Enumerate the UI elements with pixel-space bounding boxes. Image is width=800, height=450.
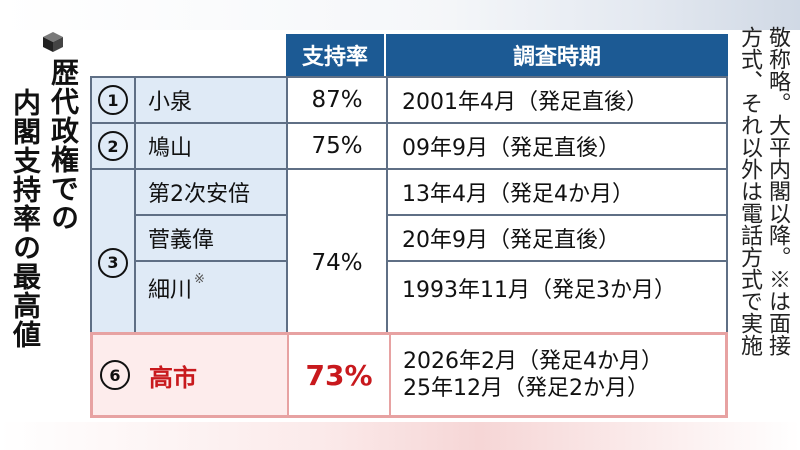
circled-number-6: 6: [100, 360, 130, 390]
header-rate: 支持率: [286, 34, 384, 76]
row-period-3a: 13年4月（発足4か月）: [388, 170, 726, 216]
side-title: 歴代政権での 内閣支持率の最高値: [4, 30, 90, 390]
row-rate-2: 75%: [288, 124, 388, 170]
note-line-2: 方式、それ以外は電話方式で実施: [737, 26, 762, 356]
bottom-background-band: [0, 422, 800, 450]
top-background-band: [0, 0, 800, 30]
highlight-period-1: 2026年2月（発足4か月）: [403, 348, 663, 374]
circled-number-2: 2: [98, 131, 128, 161]
footnote: 敬称略。大平内閣以降。※は面接 方式、それ以外は電話方式で実施: [730, 26, 800, 426]
row-name-2: 鳩山: [136, 124, 288, 170]
note-line-1: 敬称略。大平内閣以降。※は面接: [765, 26, 790, 356]
row-period-3b: 20年9月（発足直後）: [388, 216, 726, 262]
title-line-2: 内閣支持率の最高値: [9, 88, 42, 349]
row-period-1: 2001年4月（発足直後）: [388, 78, 726, 124]
highlight-rate: 73%: [289, 335, 391, 415]
table-body: 1 小泉 87% 2001年4月（発足直後） 2 鳩山 75% 09年9月（発足…: [90, 76, 728, 357]
highlight-row: 6 高市 73% 2026年2月（発足4か月） 25年12月（発足2か月）: [90, 332, 728, 418]
cube-icon: [43, 32, 63, 52]
row-period-2: 09年9月（発足直後）: [388, 124, 726, 170]
highlight-period: 2026年2月（発足4か月） 25年12月（発足2か月）: [389, 335, 725, 415]
highlight-num: 6: [93, 335, 139, 415]
highlight-name: 高市: [137, 335, 289, 415]
row-num-2: 2: [92, 124, 136, 170]
circled-number-3: 3: [98, 247, 128, 278]
row-name-3b: 菅義偉: [136, 216, 288, 262]
table-header: 支持率 調査時期: [286, 34, 728, 76]
row-name-1: 小泉: [136, 78, 288, 124]
row-rate-1: 87%: [288, 78, 388, 124]
row-name-3c-text: 細川: [148, 278, 193, 303]
row-num-1: 1: [92, 78, 136, 124]
title-line-1: 歴代政権での: [47, 58, 80, 232]
circled-number-1: 1: [98, 85, 128, 115]
footnote-mark: ※: [194, 272, 205, 287]
highlight-period-2: 25年12月（発足2か月）: [403, 376, 649, 401]
row-name-3a: 第2次安倍: [136, 170, 288, 216]
header-period: 調査時期: [386, 34, 728, 76]
row-period-3c: 1993年11月（発足3か月）: [402, 278, 676, 303]
row-num-3: 3: [92, 170, 136, 355]
row-rate-3: 74%: [288, 170, 388, 355]
